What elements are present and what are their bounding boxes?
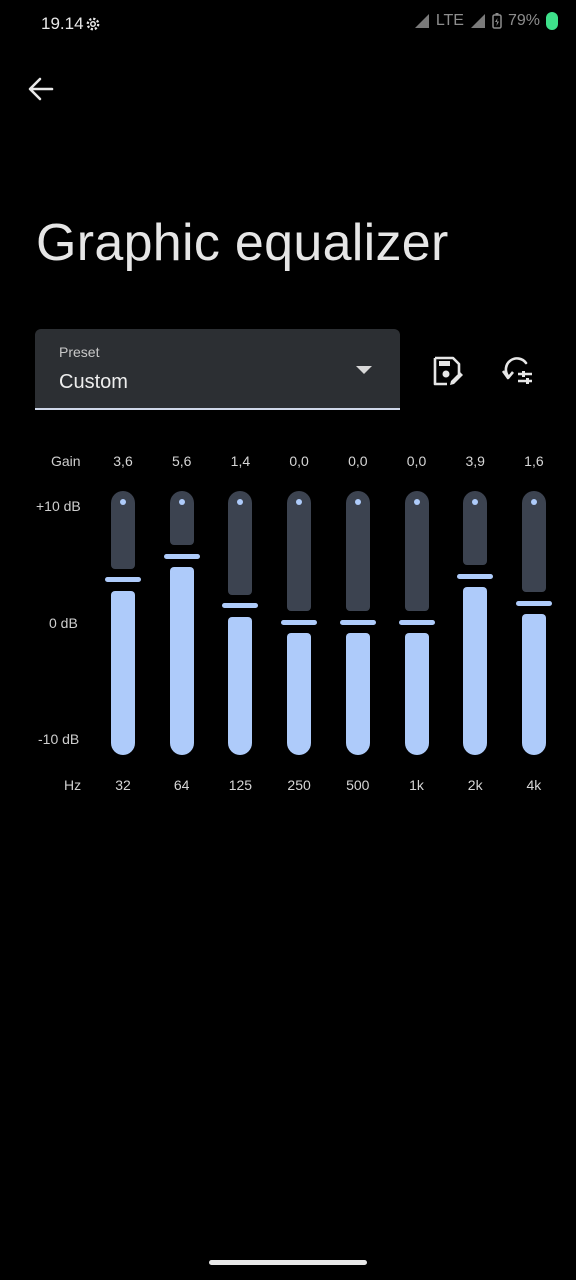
band-gain-value: 0,0 [289,453,309,469]
slider-track-fill[interactable] [463,587,488,755]
slider-track-fill[interactable] [521,614,546,755]
battery-percent: 79% [507,12,540,29]
band-gain-value: 5,6 [171,453,192,469]
page-title: Graphic equalizer [36,214,449,272]
band-frequency: 32 [115,777,131,793]
preset-dropdown[interactable]: Preset Custom [35,329,400,410]
slider-handle[interactable] [457,573,494,579]
status-bar: 19.14 LTE 79% [0,0,576,48]
home-gesture-bar[interactable] [209,1260,367,1265]
slider-handle[interactable] [105,577,141,583]
slider-top-dot [472,499,479,505]
dropdown-caret-icon [356,366,372,374]
slider-track-upper[interactable] [404,491,429,611]
save-preset-icon[interactable] [428,352,466,390]
battery-level-indicator [546,12,558,30]
slider-track-fill[interactable] [345,633,370,755]
slider-track-fill[interactable] [404,633,429,755]
preset-value: Custom [59,371,128,393]
band-frequency: 4k [526,777,542,793]
slider-track-fill[interactable] [287,633,312,755]
slider-handle[interactable] [281,619,318,625]
back-arrow-icon[interactable] [24,72,58,106]
slider-handle[interactable] [339,619,376,625]
band-gain-value: 3,9 [465,453,485,469]
preset-label: Preset [59,344,100,360]
band-frequency: 500 [346,777,370,793]
scale-minus10-label: -10 dB [38,731,80,747]
band-gain-value: 1,4 [230,453,251,469]
slider-handle[interactable] [163,553,200,559]
band-frequency: 125 [228,777,253,793]
band-frequency: 2k [467,777,483,793]
slider-track-upper[interactable] [345,491,370,611]
scale-plus10-label: +10 dB [36,498,81,514]
slider-track-upper[interactable] [521,491,546,593]
hz-row-label: Hz [64,777,82,793]
slider-track-fill[interactable] [169,567,194,755]
wifi-signal-icon [414,14,429,28]
slider-handle[interactable] [515,600,552,606]
slider-top-dot [237,499,244,505]
band-frequency: 1k [409,777,424,793]
reset-icon[interactable] [498,352,536,390]
slider-top-dot [120,499,126,505]
settings-gear-icon [86,17,100,31]
band-gain-value: 0,0 [406,453,427,469]
slider-track-fill[interactable] [111,590,135,755]
slider-top-dot [354,499,361,505]
slider-top-dot [178,499,185,505]
network-type: LTE [435,12,464,29]
slider-track-upper[interactable] [228,491,253,595]
scale-zero-label: 0 dB [49,615,78,631]
band-frequency: 250 [287,777,311,793]
battery-icon [492,13,502,29]
band-gain-value: 3,6 [113,453,133,469]
gain-row-label: Gain [51,453,81,469]
cell-signal-icon [470,14,485,28]
band-gain-value: 0,0 [348,453,368,469]
slider-handle[interactable] [222,603,259,609]
slider-top-dot [296,499,303,505]
slider-track-upper[interactable] [287,491,312,611]
status-time: 19.14 [41,14,84,33]
band-gain-value: 1,6 [524,453,544,469]
slider-top-dot [413,499,420,505]
slider-track-fill[interactable] [228,616,253,755]
slider-handle[interactable] [398,619,435,625]
slider-top-dot [530,499,537,505]
band-frequency: 64 [173,777,190,793]
status-right: LTE 79% [414,12,558,30]
